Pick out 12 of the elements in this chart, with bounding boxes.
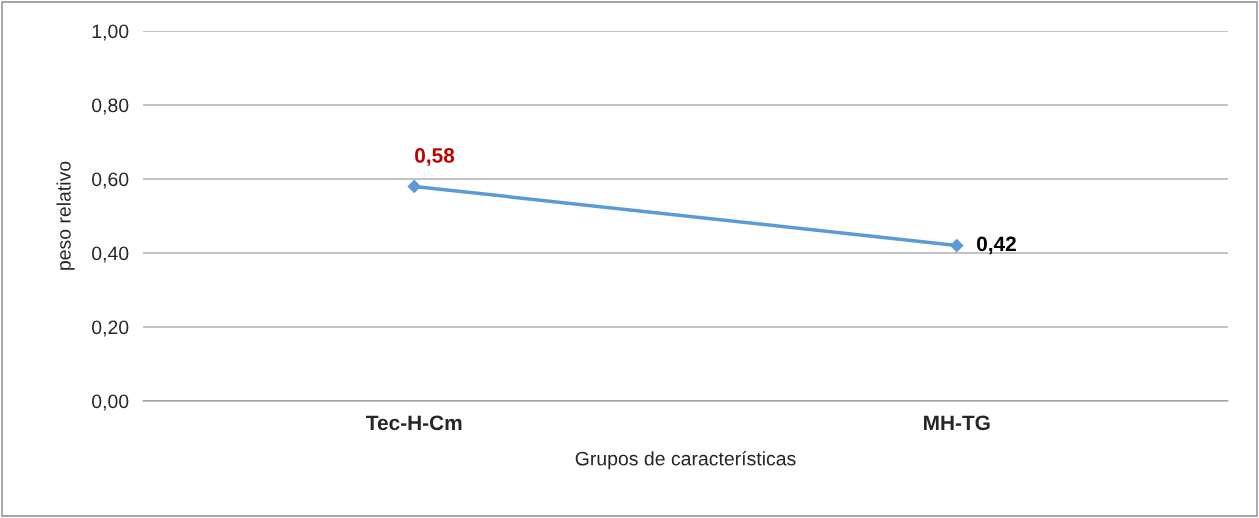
y-tick-label: 0,40: [92, 246, 129, 263]
data-label: 0,58: [415, 148, 455, 166]
y-tick-label: 0,80: [92, 98, 129, 115]
y-tick-label: 0,20: [92, 320, 129, 337]
x-axis-title: Grupos de características: [575, 450, 796, 470]
data-label: 0,42: [977, 236, 1016, 255]
y-axis-title: peso relativo: [56, 161, 75, 270]
x-tick-label: Tec-H-Cm: [366, 415, 462, 431]
y-tick-label: 0,00: [92, 394, 129, 411]
x-tick-label: MH-TG: [924, 415, 990, 431]
y-tick-label: 1,00: [92, 24, 129, 41]
y-tick-label: 0,60: [92, 172, 129, 189]
